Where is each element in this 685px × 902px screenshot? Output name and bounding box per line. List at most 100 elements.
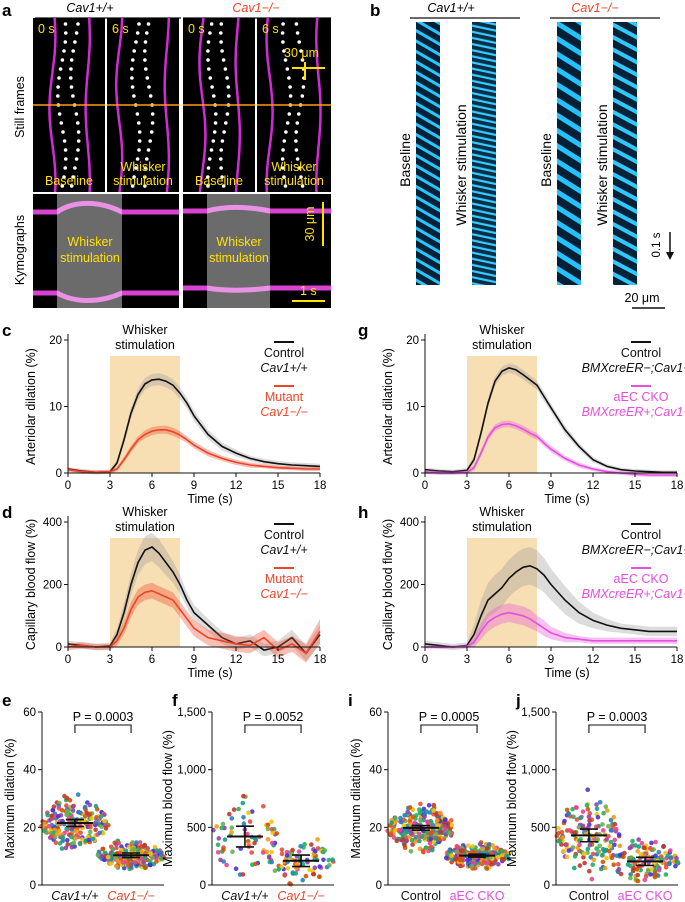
data-point bbox=[64, 826, 69, 831]
data-point bbox=[393, 816, 398, 821]
data-point bbox=[423, 845, 429, 850]
centerline-dot bbox=[62, 49, 66, 53]
centerline-dot bbox=[135, 157, 140, 161]
stim-title-1: Whisker bbox=[479, 323, 524, 337]
data-point bbox=[260, 850, 266, 855]
series-line-1 bbox=[425, 611, 677, 648]
centerline-dot bbox=[300, 58, 305, 62]
centerline-dot bbox=[62, 139, 67, 143]
data-point bbox=[233, 866, 239, 871]
stim-title-1: Whisker bbox=[122, 505, 167, 519]
centerline-dot bbox=[137, 22, 141, 26]
centerline-dot bbox=[134, 40, 138, 44]
b-genotype-ko: Cav1−/− bbox=[571, 1, 618, 15]
data-point bbox=[93, 803, 99, 809]
x-tick-label: 15 bbox=[272, 480, 285, 492]
centerline-dot bbox=[281, 148, 285, 152]
data-point bbox=[585, 806, 591, 812]
data-point bbox=[119, 844, 124, 849]
centerline-dot bbox=[285, 121, 290, 125]
data-point bbox=[470, 844, 475, 849]
chart-f: Cav1+/+ Cav1−/− P = 0.0052 0 500 1,000 1,500Ma… bbox=[161, 707, 336, 902]
centerline-dot bbox=[214, 112, 218, 116]
data-point bbox=[141, 855, 147, 861]
data-point bbox=[567, 828, 572, 833]
data-point bbox=[398, 815, 403, 821]
kymo-wall-top-ko bbox=[183, 204, 331, 214]
data-point bbox=[51, 804, 57, 809]
data-point bbox=[457, 857, 463, 863]
data-point bbox=[556, 826, 561, 831]
still-frames: 0 s 6 s 0 s 6 s 30 μm Baseline Whisker s… bbox=[33, 17, 331, 193]
data-point bbox=[499, 853, 505, 858]
data-point bbox=[419, 834, 425, 839]
time-6-label: 6 s bbox=[112, 22, 129, 36]
y-tick-label: 200 bbox=[43, 580, 62, 592]
data-point bbox=[604, 855, 609, 861]
data-point bbox=[265, 837, 271, 842]
data-point bbox=[485, 846, 490, 851]
centerline-dot bbox=[212, 94, 216, 98]
data-point bbox=[496, 862, 501, 867]
data-point bbox=[76, 810, 81, 815]
data-point bbox=[60, 834, 65, 840]
category-label-0: Control bbox=[569, 889, 609, 902]
legend-genotype-1: BMXcreER+;Cav1−/fl bbox=[582, 405, 685, 419]
data-point bbox=[417, 807, 422, 812]
centerline-dot bbox=[76, 121, 80, 125]
data-point bbox=[600, 828, 606, 833]
stim-title-2: stimulation bbox=[472, 338, 532, 352]
y-tick-label: 1,000 bbox=[521, 765, 550, 777]
data-point bbox=[45, 812, 50, 818]
b-baseline-ctrl: Baseline bbox=[397, 133, 413, 187]
data-point bbox=[668, 855, 674, 860]
data-point bbox=[595, 837, 601, 842]
data-point bbox=[94, 815, 99, 820]
centerline-dot bbox=[206, 58, 210, 62]
x-tick-label: 18 bbox=[671, 480, 684, 492]
x-tick-label: 3 bbox=[107, 480, 113, 492]
data-point bbox=[578, 815, 583, 821]
centerline-dot bbox=[76, 130, 81, 134]
data-point bbox=[131, 846, 137, 852]
data-point bbox=[625, 862, 631, 867]
category-label-1: Cav1−/− bbox=[107, 889, 154, 902]
data-point bbox=[673, 863, 678, 869]
centerline-dot bbox=[74, 112, 79, 116]
data-point bbox=[584, 802, 590, 808]
data-point bbox=[135, 848, 141, 854]
series-line-1 bbox=[67, 589, 321, 655]
centerline-dot bbox=[63, 40, 68, 44]
kymo-scale-30um: 30 μm bbox=[303, 207, 317, 242]
series-line-0 bbox=[424, 564, 677, 648]
x-tick-label: 18 bbox=[314, 480, 327, 492]
data-point bbox=[608, 827, 614, 833]
centerline-dot bbox=[63, 22, 68, 26]
data-point bbox=[49, 813, 55, 818]
data-point bbox=[442, 826, 448, 832]
data-point bbox=[137, 840, 143, 845]
kymo-wall-top-ctrl bbox=[33, 200, 179, 215]
centerline-dot bbox=[284, 130, 288, 134]
data-point bbox=[143, 865, 148, 870]
data-point bbox=[105, 854, 111, 860]
data-point bbox=[489, 862, 494, 867]
centerline-dot bbox=[206, 166, 211, 170]
data-point bbox=[298, 844, 303, 849]
centerline-dot bbox=[285, 67, 290, 71]
data-point bbox=[303, 873, 309, 879]
data-point bbox=[142, 850, 148, 856]
data-point bbox=[587, 868, 592, 874]
whisker-label-ctrl-2: stimulation bbox=[113, 174, 173, 188]
data-point bbox=[564, 842, 569, 847]
genotype-ctrl-label: Cav1+/+ bbox=[66, 1, 113, 15]
centerline-dot bbox=[143, 58, 147, 62]
data-point bbox=[661, 844, 666, 850]
data-point bbox=[134, 840, 139, 845]
category-label-1: aEC CKO bbox=[450, 889, 505, 902]
centerline-dot bbox=[76, 148, 80, 152]
data-point bbox=[484, 866, 490, 871]
y-tick-label: 1,500 bbox=[177, 707, 206, 719]
